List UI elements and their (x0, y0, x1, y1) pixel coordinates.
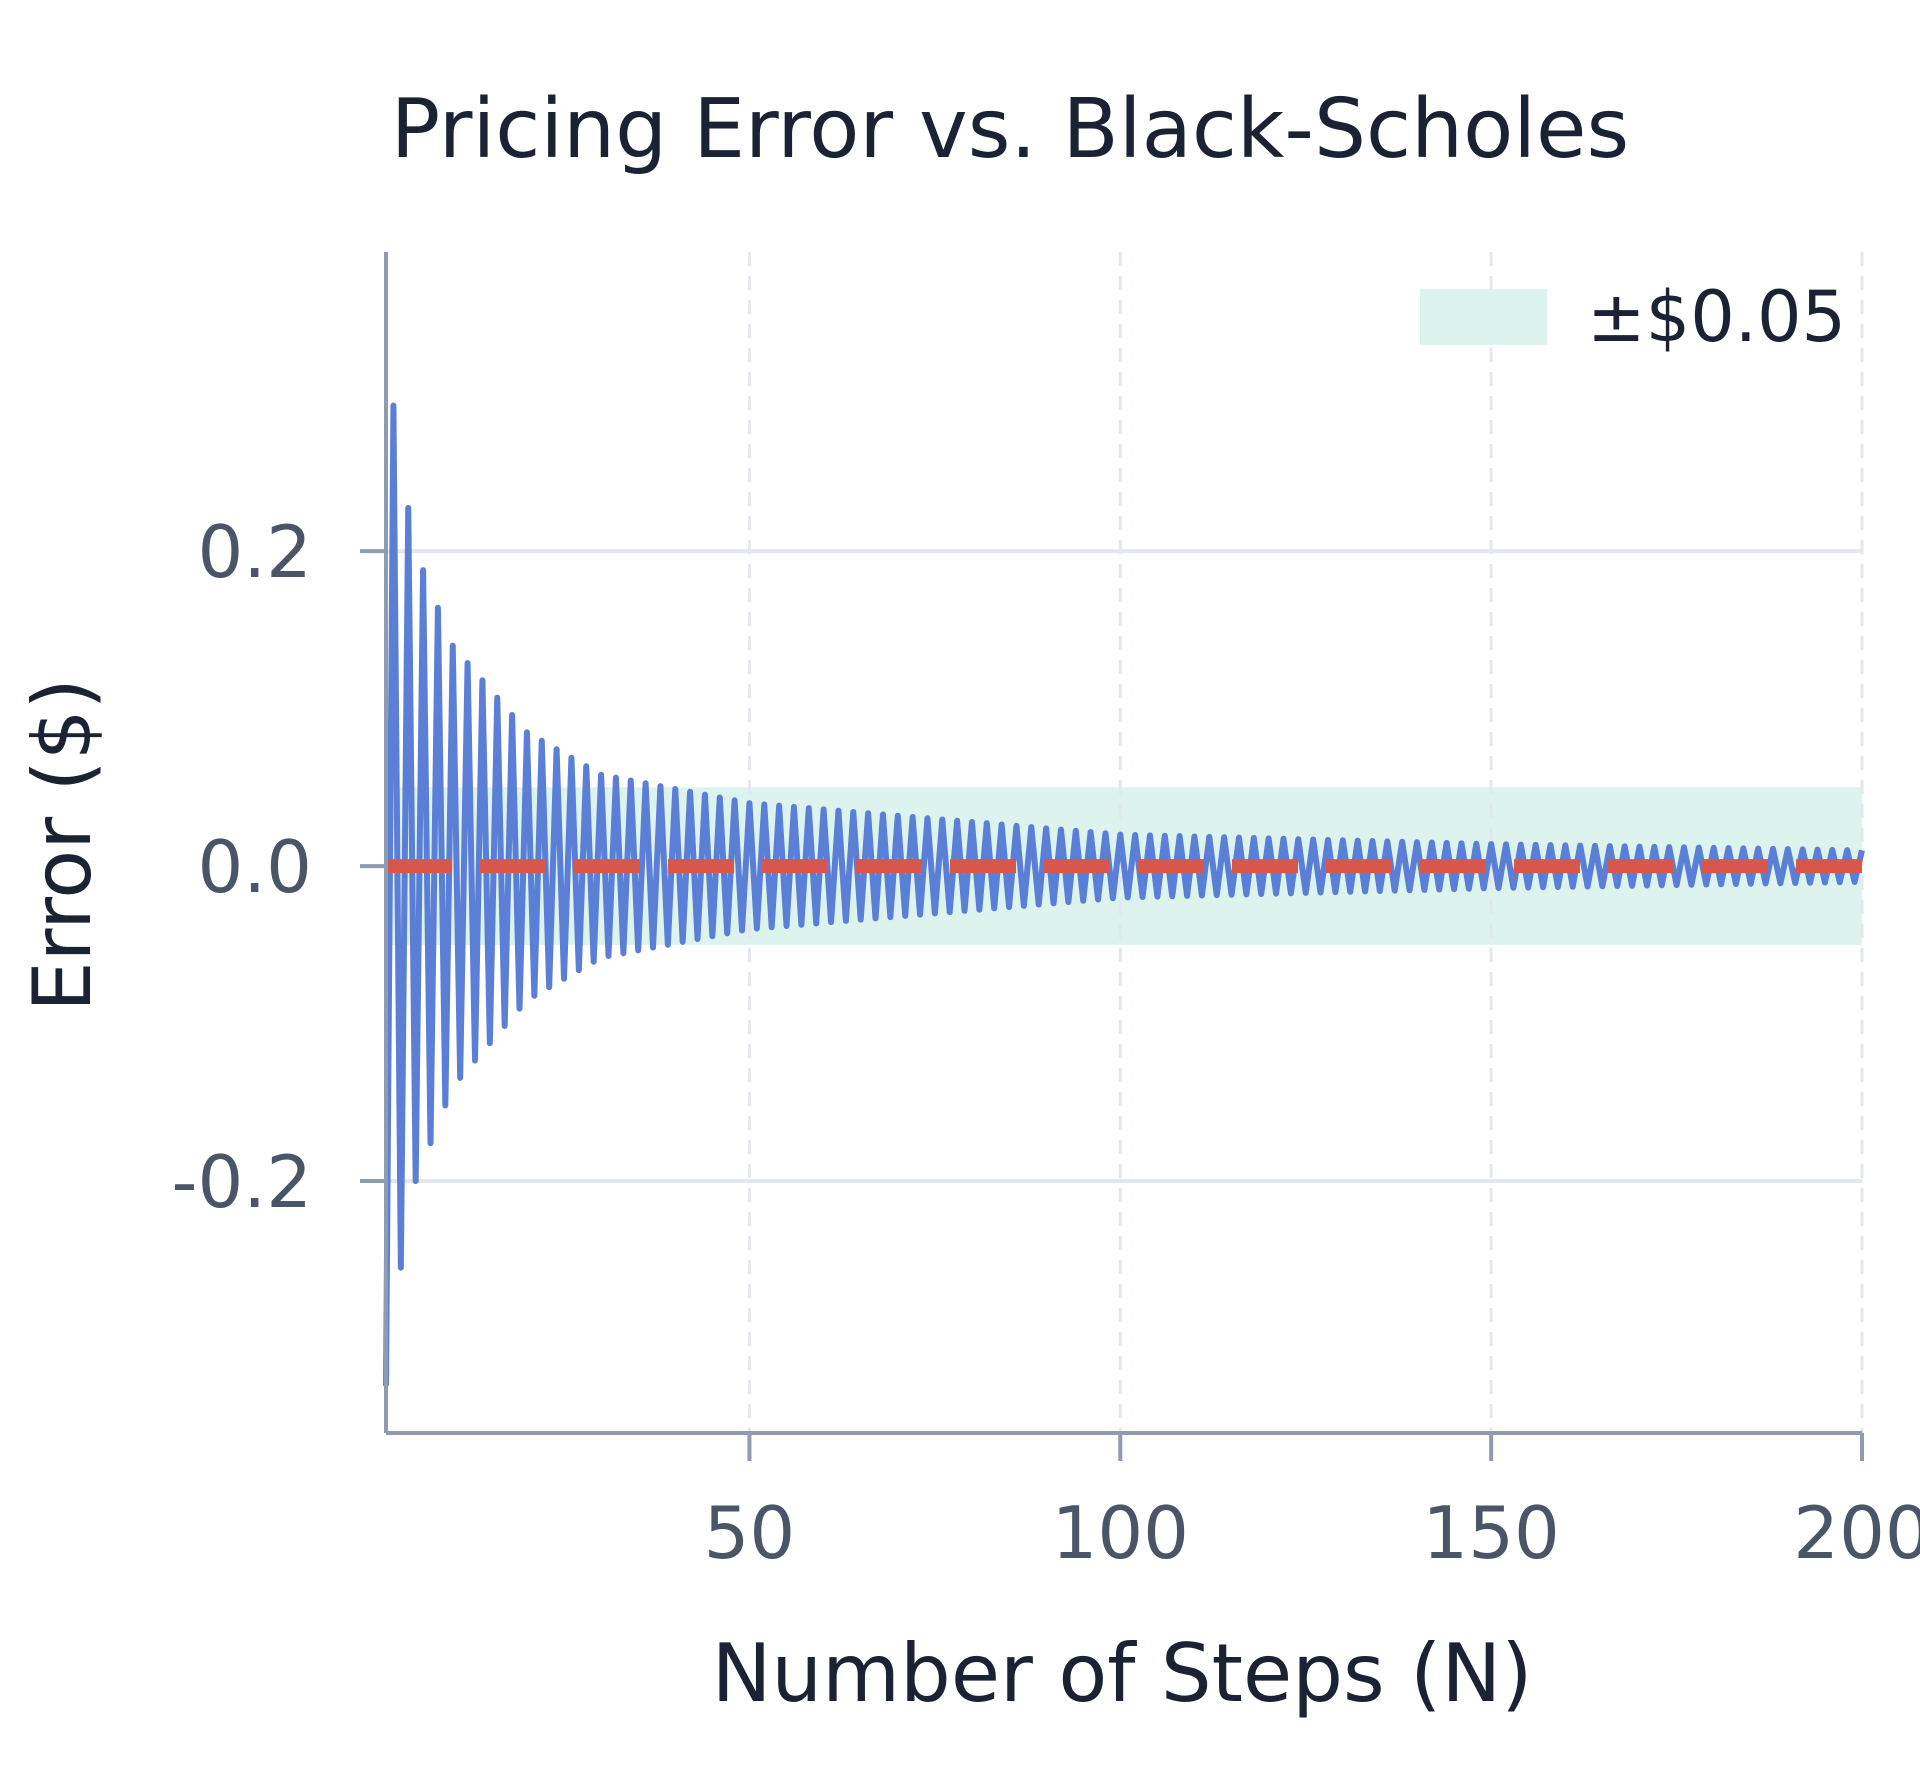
y-axis-label: Error ($) (16, 678, 109, 1012)
grid-layer (386, 252, 1864, 1433)
x-tick-label: 100 (1052, 1491, 1189, 1575)
y-tick-label: -0.2 (172, 1140, 312, 1224)
legend: ±$0.05 (1420, 276, 1846, 358)
error-series-line (383, 402, 1865, 1386)
chart-title: Pricing Error vs. Black-Scholes (391, 82, 1629, 177)
legend-band-label: ±$0.05 (1587, 276, 1846, 358)
y-tick-label: 0.2 (197, 510, 312, 594)
x-tick-label: 200 (1793, 1491, 1920, 1575)
axes-layer (384, 252, 1862, 1435)
series-layer (383, 402, 1865, 1386)
ticks-layer: 50 100 150 200 -0.2 0.0 0.2 (172, 510, 1920, 1575)
x-axis-label: Number of Steps (N) (712, 1627, 1533, 1720)
x-tick-label: 50 (704, 1491, 796, 1575)
legend-band-swatch (1420, 289, 1547, 345)
y-tick-label: 0.0 (197, 825, 312, 909)
x-tick-label: 150 (1422, 1491, 1559, 1575)
